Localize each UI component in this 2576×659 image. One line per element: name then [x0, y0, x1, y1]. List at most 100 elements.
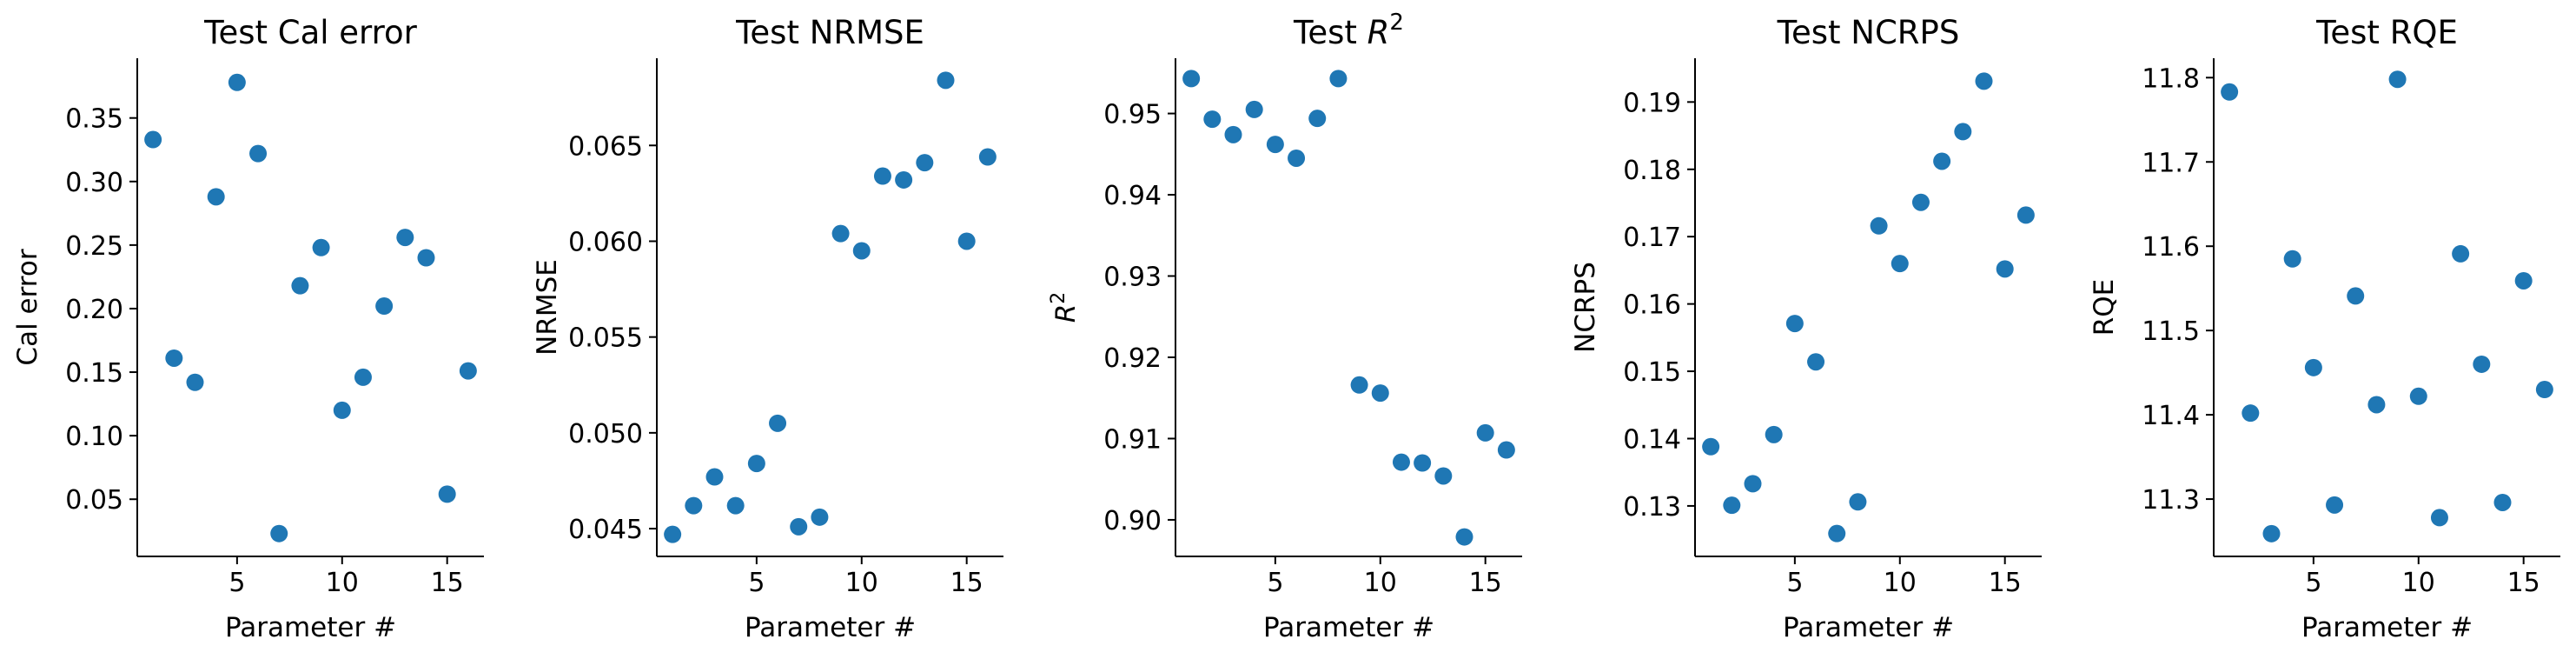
data-point — [1434, 467, 1453, 485]
y-tick-label: 0.91 — [1103, 424, 1162, 455]
x-tick-label: 5 — [2305, 568, 2321, 598]
data-point — [1266, 136, 1284, 154]
data-point — [2535, 381, 2553, 399]
data-point — [705, 468, 724, 486]
data-point — [747, 455, 765, 473]
data-point — [1497, 441, 1515, 459]
data-point — [1954, 123, 1972, 141]
data-point — [1933, 152, 1951, 170]
y-tick-label: 11.3 — [2142, 485, 2200, 516]
x-tick-label: 5 — [1267, 568, 1283, 598]
data-point — [291, 276, 309, 295]
data-point — [2388, 70, 2407, 89]
y-tick-label: 0.19 — [1623, 88, 1681, 118]
y-tick-label: 0.065 — [568, 131, 643, 162]
x-tick-label: 15 — [1469, 568, 1502, 598]
x-axis-label: Parameter # — [1783, 612, 1954, 643]
data-point — [957, 232, 976, 250]
y-tick-label: 0.060 — [568, 227, 643, 257]
y-tick-label: 0.30 — [65, 168, 123, 198]
data-point — [2409, 387, 2427, 405]
data-point — [2452, 244, 2470, 263]
y-tick-label: 0.045 — [568, 515, 643, 545]
x-tick-label: 5 — [228, 568, 245, 598]
y-tick-label: 0.15 — [65, 358, 123, 389]
data-point — [270, 524, 288, 543]
data-point — [831, 224, 850, 243]
data-point — [1870, 216, 1888, 235]
x-tick-label: 15 — [950, 568, 983, 598]
data-point — [1702, 437, 1720, 456]
data-point — [228, 73, 246, 91]
y-axis-label: NRMSE — [532, 259, 563, 356]
data-point — [1288, 149, 1306, 167]
data-point — [375, 297, 394, 316]
data-point — [1723, 496, 1741, 515]
data-point — [1744, 475, 1762, 493]
y-tick-label: 0.10 — [65, 422, 123, 452]
x-tick-label: 15 — [431, 568, 464, 598]
data-point — [1996, 260, 2014, 278]
data-point — [1455, 528, 1473, 546]
y-tick-label: 0.95 — [1103, 100, 1162, 130]
data-point — [459, 362, 477, 380]
data-point — [2473, 355, 2491, 373]
data-point — [417, 249, 435, 267]
y-tick-label: 11.7 — [2142, 148, 2200, 178]
data-point — [685, 496, 703, 515]
data-point — [2262, 524, 2281, 543]
data-point — [1308, 110, 1327, 128]
y-tick-label: 0.20 — [65, 295, 123, 325]
y-tick-label: 0.17 — [1623, 223, 1681, 253]
data-point — [2283, 250, 2301, 268]
data-point — [1182, 70, 1201, 88]
x-tick-label: 10 — [845, 568, 878, 598]
data-point — [1975, 72, 1993, 90]
data-point — [1392, 453, 1410, 471]
y-tick-label: 0.050 — [568, 419, 643, 449]
y-tick-label: 0.18 — [1623, 156, 1681, 186]
y-tick-label: 11.4 — [2142, 401, 2200, 431]
y-axis-label: R2 — [1048, 292, 1082, 323]
x-tick-label: 10 — [326, 568, 359, 598]
y-tick-label: 11.6 — [2142, 232, 2200, 263]
data-point — [186, 373, 204, 391]
data-point — [873, 167, 891, 185]
x-axis-label: Parameter # — [1263, 612, 1434, 643]
y-tick-label: 0.05 — [65, 485, 123, 516]
chart-panel-2: 5 10 15 0.045 0.050 0.055 0.060 0.065 Test NRMSE… — [532, 14, 1003, 643]
data-point — [664, 525, 682, 543]
y-axis-label: NCRPS — [1570, 262, 1601, 353]
y-tick-label: 0.92 — [1103, 343, 1162, 374]
data-point — [1350, 376, 1368, 394]
data-point — [2242, 404, 2260, 423]
data-point — [2430, 509, 2448, 527]
x-axis-label: Parameter # — [745, 612, 916, 643]
data-point — [811, 508, 829, 526]
data-point — [1371, 384, 1389, 403]
chart-panel-5: 5 10 15 11.3 11.4 11.5 11.6 11.7 11.8 Test RQE Par… — [2089, 14, 2560, 643]
data-point — [1785, 315, 1804, 333]
chart-panel-1: 5 10 15 0.05 0.10 0.15 0.20 0.25 0.30 0.35 Test Ca… — [12, 14, 484, 643]
y-tick-label: 0.055 — [568, 323, 643, 354]
chart-title: Test R2 — [1293, 10, 1404, 51]
chart-title: Test Cal error — [203, 14, 418, 51]
data-point — [396, 229, 414, 247]
data-point — [916, 154, 934, 172]
y-tick-label: 0.93 — [1103, 263, 1162, 293]
data-point — [1224, 125, 1242, 143]
data-point — [165, 349, 183, 367]
data-point — [895, 170, 913, 189]
y-tick-label: 11.8 — [2142, 63, 2200, 94]
data-point — [726, 496, 745, 515]
data-point — [2493, 493, 2512, 511]
x-tick-label: 10 — [1884, 568, 1917, 598]
x-tick-label: 5 — [748, 568, 765, 598]
data-point — [2016, 206, 2035, 224]
data-point — [1891, 255, 1909, 273]
data-point — [2221, 83, 2239, 101]
x-tick-label: 10 — [1364, 568, 1397, 598]
data-point — [312, 238, 330, 256]
data-point — [2367, 396, 2386, 414]
